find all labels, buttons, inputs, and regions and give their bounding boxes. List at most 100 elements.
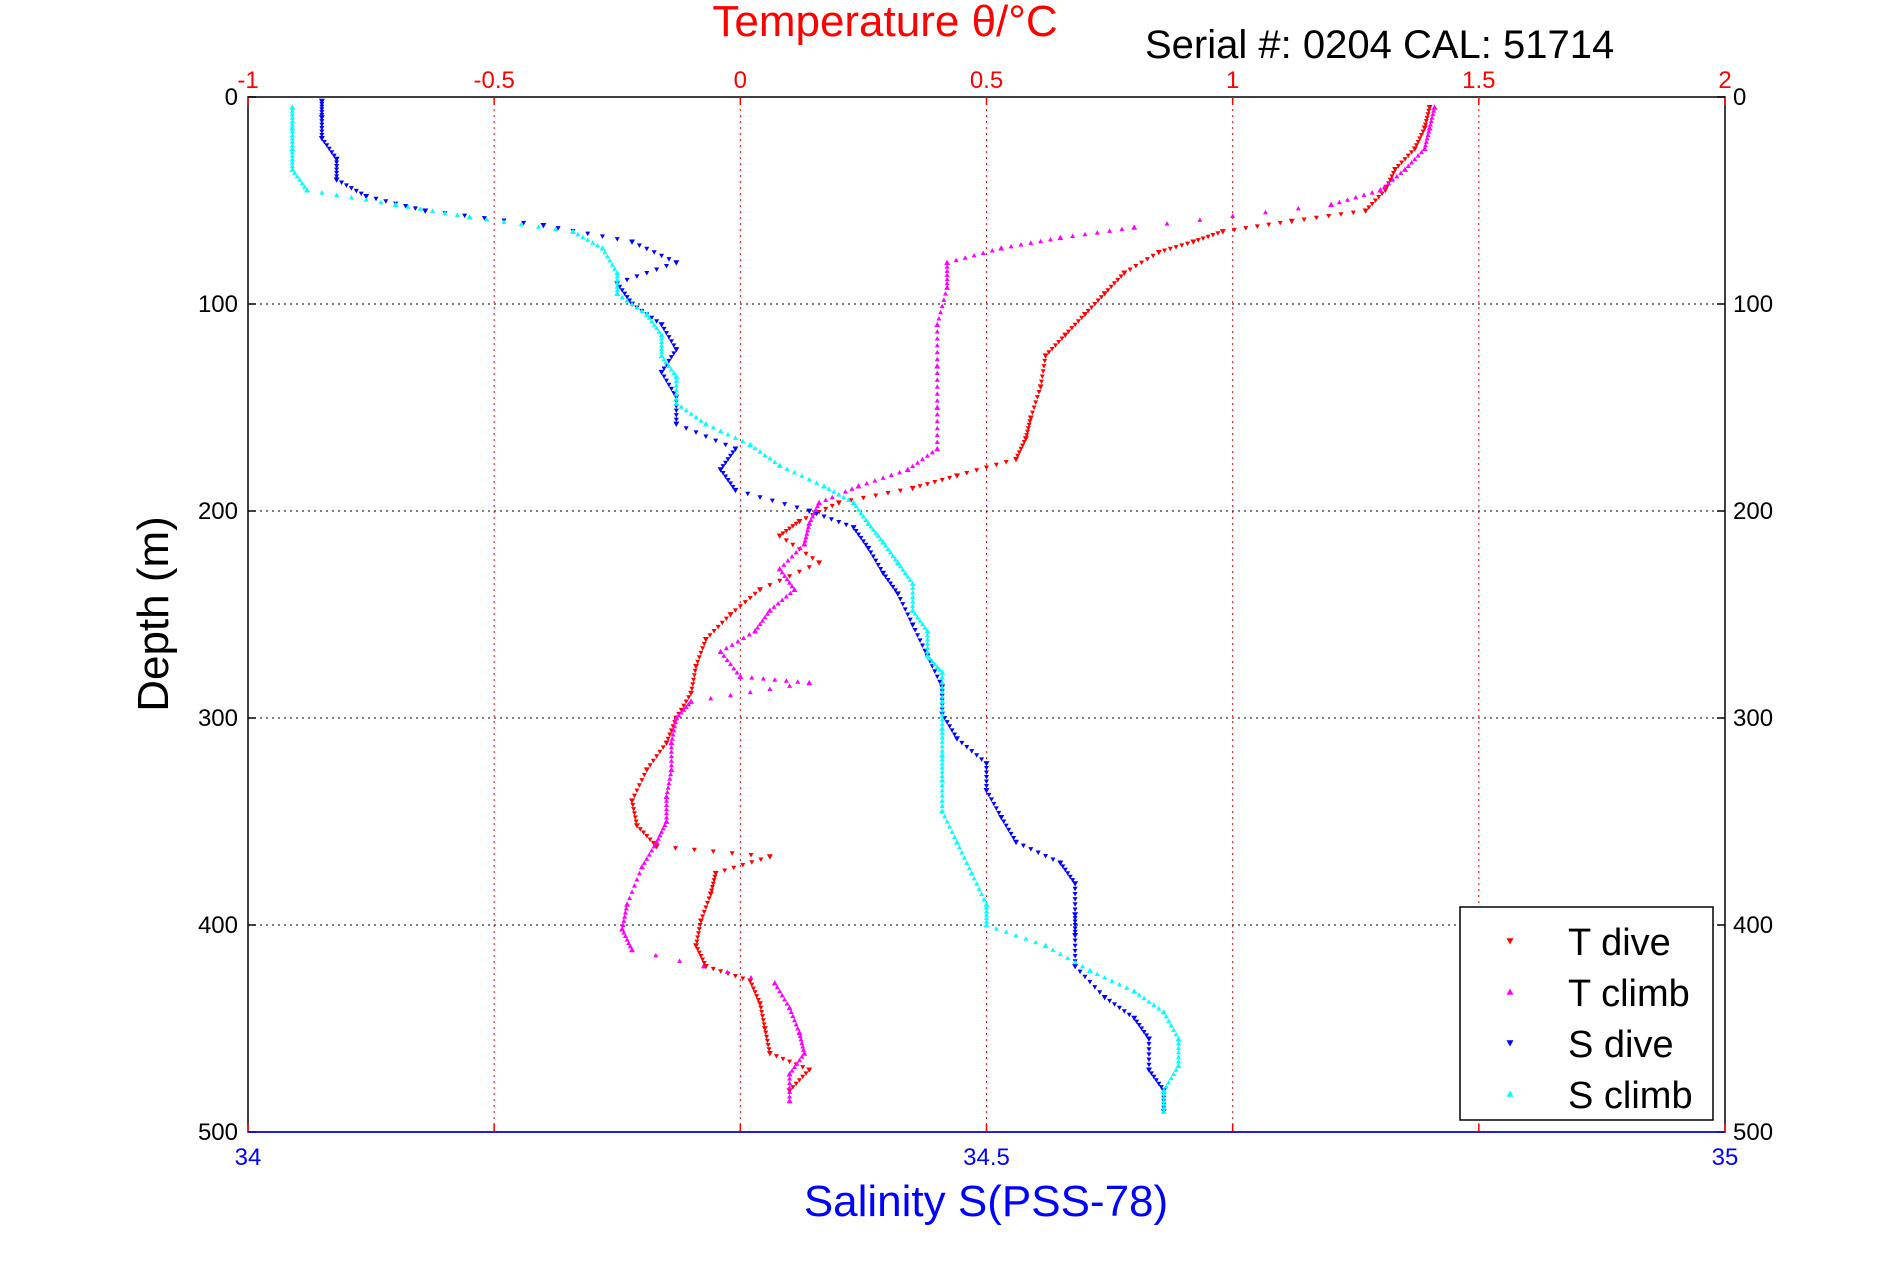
data-point xyxy=(789,554,795,559)
data-point xyxy=(569,228,576,234)
data-point xyxy=(793,1081,799,1087)
data-point xyxy=(417,206,423,211)
data-point xyxy=(624,901,631,907)
data-point xyxy=(609,262,615,267)
data-point xyxy=(1431,104,1438,110)
data-point xyxy=(631,807,637,812)
data-point xyxy=(858,535,864,541)
data-point xyxy=(683,699,689,704)
data-point xyxy=(1038,238,1044,244)
data-point xyxy=(796,569,802,575)
data-point xyxy=(700,957,706,962)
data-point xyxy=(1423,139,1429,144)
data-point xyxy=(655,836,661,841)
data-point xyxy=(993,806,999,811)
data-point xyxy=(1094,230,1100,235)
data-point xyxy=(624,295,630,300)
data-point xyxy=(629,889,635,894)
data-point xyxy=(326,146,332,152)
data-point xyxy=(294,173,300,179)
data-point xyxy=(1230,213,1236,219)
data-point xyxy=(732,974,738,979)
data-point xyxy=(1350,210,1356,216)
data-point xyxy=(797,1033,803,1039)
data-point xyxy=(1042,358,1048,364)
data-point xyxy=(1409,150,1415,155)
data-point xyxy=(683,407,689,413)
data-point xyxy=(650,758,656,764)
data-point xyxy=(1415,153,1421,158)
data-point xyxy=(814,511,820,517)
data-point xyxy=(706,896,712,901)
data-point xyxy=(875,562,881,568)
data-point xyxy=(633,819,639,824)
data-point xyxy=(1420,129,1426,134)
data-point xyxy=(651,843,657,849)
data-point xyxy=(624,277,630,283)
data-point xyxy=(1070,878,1076,883)
data-point xyxy=(767,583,773,588)
data-point xyxy=(1060,864,1066,869)
data-point xyxy=(1048,236,1054,242)
data-point xyxy=(688,411,694,416)
data-point xyxy=(696,950,702,956)
data-point xyxy=(668,728,674,733)
data-point xyxy=(791,469,797,475)
data-point xyxy=(764,1034,770,1040)
data-point xyxy=(1052,343,1058,348)
data-point xyxy=(319,126,325,131)
data-point xyxy=(1162,248,1168,254)
data-point xyxy=(748,974,754,980)
data-point xyxy=(816,499,823,506)
data-point xyxy=(289,149,295,155)
data-point xyxy=(1086,967,1093,973)
data-point xyxy=(810,556,816,561)
data-point xyxy=(1072,912,1079,918)
data-point xyxy=(1429,115,1435,120)
data-point xyxy=(289,166,296,172)
data-point xyxy=(801,1047,807,1052)
data-point xyxy=(617,284,623,290)
data-point xyxy=(661,356,667,362)
data-point xyxy=(1072,929,1078,935)
data-point xyxy=(1405,163,1411,168)
data-point xyxy=(1008,243,1014,249)
data-point xyxy=(799,473,805,478)
data-point xyxy=(668,339,674,344)
data-point xyxy=(887,581,893,586)
data-point xyxy=(701,641,707,647)
data-point xyxy=(1131,224,1138,230)
data-point xyxy=(787,1080,793,1086)
data-point xyxy=(984,774,989,780)
data-point xyxy=(1031,405,1037,410)
data-point xyxy=(848,498,854,503)
data-point xyxy=(1115,277,1121,283)
data-point xyxy=(1362,208,1369,214)
data-point xyxy=(1243,226,1249,231)
data-point xyxy=(636,783,642,788)
y-axis-tick-label: 100 xyxy=(198,291,238,318)
data-point xyxy=(299,180,305,186)
data-point xyxy=(984,905,989,910)
data-point xyxy=(319,112,325,118)
data-point xyxy=(836,520,842,525)
data-point xyxy=(984,908,989,914)
data-point xyxy=(826,486,832,491)
data-point xyxy=(752,628,759,634)
data-point xyxy=(855,483,862,489)
data-point xyxy=(695,947,701,952)
data-point xyxy=(1072,926,1078,931)
data-point xyxy=(725,477,731,483)
data-point xyxy=(334,170,340,176)
data-point xyxy=(671,351,677,356)
data-point xyxy=(814,503,820,509)
y-axis-tick-label: 500 xyxy=(198,1119,238,1146)
data-point xyxy=(1392,167,1399,173)
data-point xyxy=(748,852,754,858)
data-point xyxy=(860,514,866,519)
data-point xyxy=(1094,971,1100,976)
data-point xyxy=(934,370,940,375)
data-point xyxy=(647,763,653,768)
data-point xyxy=(1011,836,1017,841)
data-point xyxy=(765,1043,771,1048)
